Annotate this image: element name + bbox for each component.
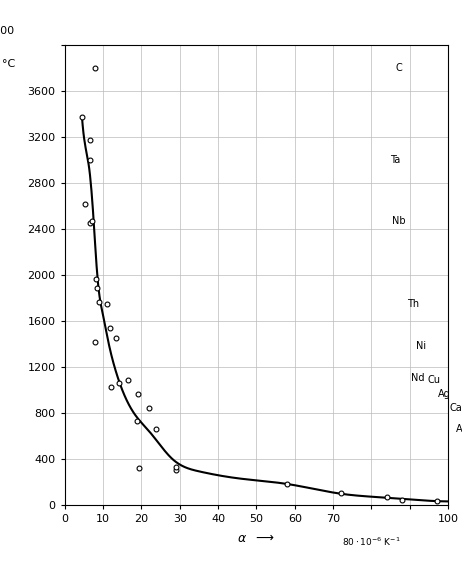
Text: Ag: Ag bbox=[438, 389, 450, 399]
Text: Th: Th bbox=[407, 299, 419, 308]
Text: 4000: 4000 bbox=[0, 26, 15, 36]
Text: °C: °C bbox=[1, 59, 15, 69]
Text: Cu: Cu bbox=[428, 375, 441, 386]
Text: Nb: Nb bbox=[392, 216, 406, 226]
Text: C: C bbox=[395, 64, 402, 73]
Text: Ta: Ta bbox=[390, 155, 400, 165]
Text: Al: Al bbox=[456, 424, 462, 434]
Text: Ca: Ca bbox=[449, 403, 462, 413]
Text: Ni: Ni bbox=[416, 341, 426, 350]
X-axis label: $\alpha\ \ \longrightarrow$: $\alpha\ \ \longrightarrow$ bbox=[237, 532, 275, 545]
Text: $80 \cdot 10^{-6}\ \mathrm{K}^{-1}$: $80 \cdot 10^{-6}\ \mathrm{K}^{-1}$ bbox=[342, 535, 401, 548]
Text: Nd: Nd bbox=[411, 373, 424, 383]
